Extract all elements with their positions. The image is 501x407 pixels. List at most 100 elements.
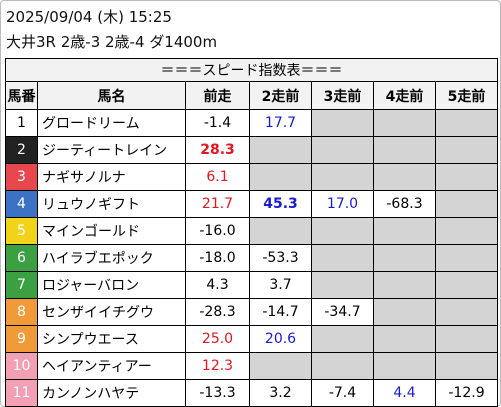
speed-index: 3.7 bbox=[249, 271, 312, 299]
horse-row: 9 シンプウエース 25.0 20.6 bbox=[5, 325, 498, 353]
horse-name: シンプウエース bbox=[37, 325, 186, 353]
column-header: 馬名 bbox=[37, 81, 186, 110]
horse-name: ヘイアンティアー bbox=[37, 352, 186, 380]
race-info: 大井3R 2歳-3 2歳-4 ダ1400m bbox=[6, 33, 218, 51]
horse-name: ジーティートレイン bbox=[37, 136, 186, 164]
column-header: 5走前 bbox=[435, 81, 498, 110]
horse-row: 8 センザイイチグウ -28.3 -14.7 -34.7 bbox=[5, 298, 498, 326]
horse-name: グロードリーム bbox=[37, 109, 186, 137]
horse-row: 4 リュウノギフト 21.7 45.3 17.0 -68.3 bbox=[5, 190, 498, 218]
empty-cell bbox=[311, 163, 374, 191]
empty-cell bbox=[311, 217, 374, 245]
horse-number: 4 bbox=[5, 190, 38, 218]
horse-name: センザイイチグウ bbox=[37, 298, 186, 326]
speed-index: -16.0 bbox=[185, 217, 250, 245]
horse-name: リュウノギフト bbox=[37, 190, 186, 218]
speed-index: 28.3 bbox=[185, 136, 250, 164]
column-header: 馬番 bbox=[5, 81, 38, 110]
speed-index: -34.7 bbox=[311, 298, 374, 326]
empty-cell bbox=[373, 163, 436, 191]
empty-cell bbox=[435, 109, 498, 137]
speed-index: -68.3 bbox=[373, 190, 436, 218]
header-row: 馬番 馬名 前走 2走前 3走前 4走前 5走前 bbox=[5, 81, 498, 110]
empty-cell bbox=[435, 244, 498, 272]
speed-index: -18.0 bbox=[185, 244, 250, 272]
speed-index: -7.4 bbox=[311, 379, 374, 407]
empty-cell bbox=[249, 352, 312, 380]
empty-cell bbox=[249, 217, 312, 245]
horse-number: 11 bbox=[5, 379, 38, 407]
empty-cell bbox=[435, 298, 498, 326]
speed-index: -14.7 bbox=[249, 298, 312, 326]
speed-index: -12.9 bbox=[435, 379, 498, 407]
column-header: 3走前 bbox=[311, 81, 374, 110]
datetime: 2025/09/04 (木) 15:25 bbox=[6, 8, 172, 26]
empty-cell bbox=[373, 298, 436, 326]
empty-cell bbox=[435, 190, 498, 218]
empty-cell bbox=[373, 136, 436, 164]
speed-index: 21.7 bbox=[185, 190, 250, 218]
speed-index: -13.3 bbox=[185, 379, 250, 407]
empty-cell bbox=[373, 325, 436, 353]
empty-cell bbox=[311, 109, 374, 137]
speed-index: 17.0 bbox=[311, 190, 374, 218]
empty-cell bbox=[435, 271, 498, 299]
horse-row: 6 ハイラブエポック -18.0 -53.3 bbox=[5, 244, 498, 272]
empty-cell bbox=[311, 136, 374, 164]
empty-cell bbox=[435, 217, 498, 245]
horse-row: 10 ヘイアンティアー 12.3 bbox=[5, 352, 498, 380]
horse-number: 1 bbox=[5, 109, 38, 137]
empty-cell bbox=[249, 136, 312, 164]
empty-cell bbox=[311, 352, 374, 380]
empty-cell bbox=[311, 271, 374, 299]
horse-row: 2 ジーティートレイン 28.3 bbox=[5, 136, 498, 164]
empty-cell bbox=[435, 163, 498, 191]
horse-number: 10 bbox=[5, 352, 38, 380]
empty-cell bbox=[373, 109, 436, 137]
empty-cell bbox=[373, 271, 436, 299]
empty-cell bbox=[435, 136, 498, 164]
horse-number: 8 bbox=[5, 298, 38, 326]
speed-index: 4.3 bbox=[185, 271, 250, 299]
empty-cell bbox=[373, 217, 436, 245]
empty-cell bbox=[311, 244, 374, 272]
speed-index: -1.4 bbox=[185, 109, 250, 137]
horse-number: 3 bbox=[5, 163, 38, 191]
speed-table: ＝＝＝スピード指数表＝＝＝ 馬番 馬名 前走 2走前 3走前 4走前 5走前 1 グロードリー… bbox=[5, 58, 498, 407]
column-header: 前走 bbox=[185, 81, 250, 110]
empty-cell bbox=[373, 352, 436, 380]
horse-number: 2 bbox=[5, 136, 38, 164]
speed-index: 4.4 bbox=[373, 379, 436, 407]
speed-index: 25.0 bbox=[185, 325, 250, 353]
speed-index: 20.6 bbox=[249, 325, 312, 353]
horse-name: カンノンハヤテ bbox=[37, 379, 186, 407]
horse-row: 3 ナギサノルナ 6.1 bbox=[5, 163, 498, 191]
horse-number: 5 bbox=[5, 217, 38, 245]
speed-index: 6.1 bbox=[185, 163, 250, 191]
speed-index: 17.7 bbox=[249, 109, 312, 137]
speed-index: 12.3 bbox=[185, 352, 250, 380]
column-header: 2走前 bbox=[249, 81, 312, 110]
horse-row: 5 マインゴールド -16.0 bbox=[5, 217, 498, 245]
horse-name: ナギサノルナ bbox=[37, 163, 186, 191]
speed-index: -53.3 bbox=[249, 244, 312, 272]
empty-cell bbox=[249, 163, 312, 191]
empty-cell bbox=[435, 352, 498, 380]
column-header: 4走前 bbox=[373, 81, 436, 110]
horse-row: 7 ロジャーバロン 4.3 3.7 bbox=[5, 271, 498, 299]
horse-number: 6 bbox=[5, 244, 38, 272]
horse-row: 11 カンノンハヤテ -13.3 3.2 -7.4 4.4 -12.9 bbox=[5, 379, 498, 407]
table-title: ＝＝＝スピード指数表＝＝＝ bbox=[5, 58, 498, 82]
horse-number: 7 bbox=[5, 271, 38, 299]
empty-cell bbox=[311, 325, 374, 353]
horse-name: マインゴールド bbox=[37, 217, 186, 245]
speed-index: 45.3 bbox=[249, 190, 312, 218]
horse-name: ハイラブエポック bbox=[37, 244, 186, 272]
horse-row: 1 グロードリーム -1.4 17.7 bbox=[5, 109, 498, 137]
speed-index: -28.3 bbox=[185, 298, 250, 326]
empty-cell bbox=[373, 244, 436, 272]
speed-index: 3.2 bbox=[249, 379, 312, 407]
horse-name: ロジャーバロン bbox=[37, 271, 186, 299]
empty-cell bbox=[435, 325, 498, 353]
